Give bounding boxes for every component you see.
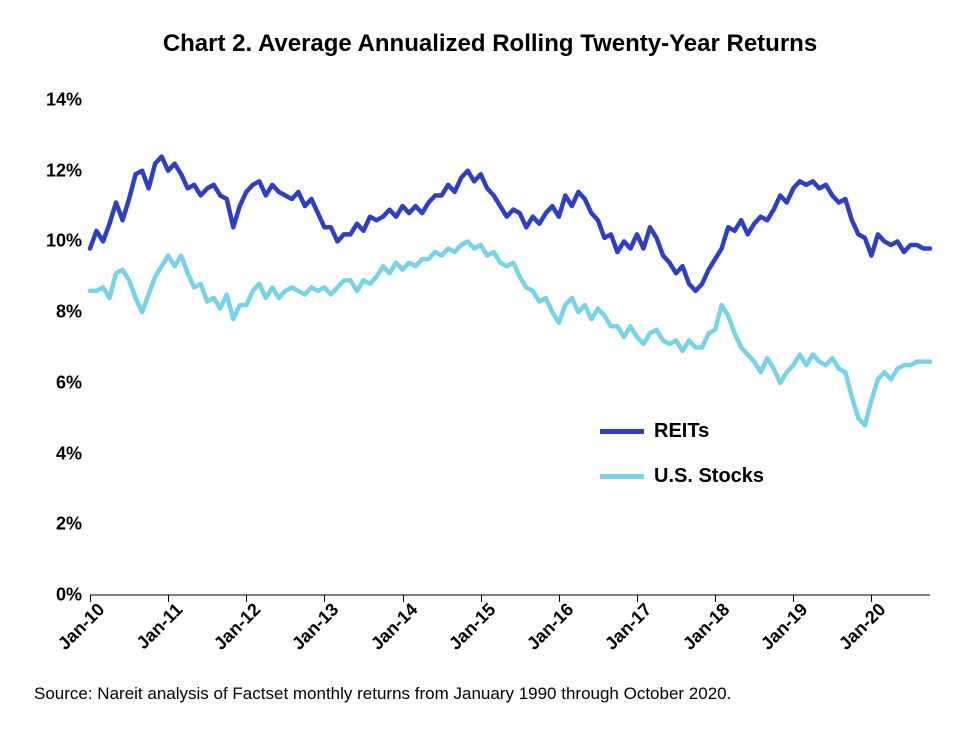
chart-container: Chart 2. Average Annualized Rolling Twen…	[0, 0, 980, 734]
y-axis-tick-label: 12%	[46, 160, 90, 181]
x-axis-tick-label: Jan-17	[597, 595, 656, 654]
legend-label: U.S. Stocks	[654, 465, 764, 488]
series-line-reits	[90, 157, 930, 291]
y-axis-tick-label: 4%	[56, 443, 90, 464]
legend-item: U.S. Stocks	[600, 465, 764, 488]
x-axis-tick-label: Jan-14	[362, 595, 421, 654]
source-note: Source: Nareit analysis of Factset month…	[34, 684, 731, 704]
x-axis-tick-label: Jan-16	[518, 595, 577, 654]
x-axis-tick-label: Jan-13	[284, 595, 343, 654]
x-axis-tick-label: Jan-12	[206, 595, 265, 654]
legend-item: REITs	[600, 420, 764, 443]
x-axis-tick-label: Jan-18	[675, 595, 734, 654]
y-axis-tick-label: 8%	[56, 302, 90, 323]
x-axis-tick-label: Jan-19	[753, 595, 812, 654]
chart-title: Chart 2. Average Annualized Rolling Twen…	[0, 30, 980, 58]
x-axis-tick-label: Jan-15	[440, 595, 499, 654]
y-axis-tick-label: 6%	[56, 372, 90, 393]
series-line-u-s-stocks	[90, 241, 930, 425]
y-axis-tick-label: 10%	[46, 231, 90, 252]
y-axis-tick-label: 14%	[46, 90, 90, 111]
legend: REITs U.S. Stocks	[600, 420, 764, 510]
legend-swatch	[600, 429, 644, 434]
legend-label: REITs	[654, 420, 709, 443]
x-axis-tick-label: Jan-20	[831, 595, 890, 654]
x-axis-tick-label: Jan-11	[128, 595, 187, 654]
legend-swatch	[600, 474, 644, 479]
plot-area: 0%2%4%6%8%10%12%14%Jan-10Jan-11Jan-12Jan…	[90, 100, 930, 595]
y-axis-tick-label: 2%	[56, 514, 90, 535]
plot-svg	[90, 100, 930, 595]
